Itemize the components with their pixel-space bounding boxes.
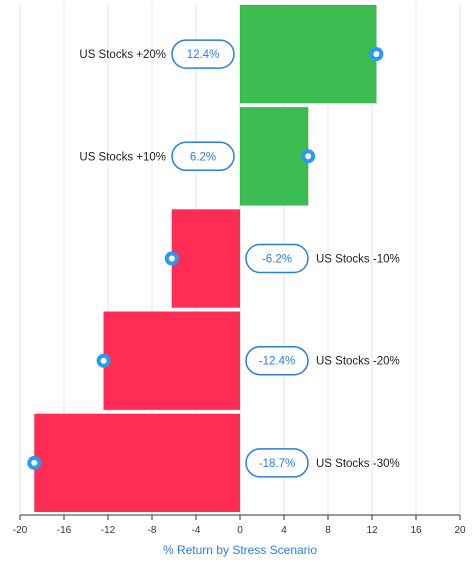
x-axis: -20 -16 -12 -8 -4 0 4 8 12 16 20: [13, 514, 466, 536]
x-tick-label: 20: [454, 525, 466, 536]
bar: [171, 208, 241, 309]
x-tick-label: 8: [325, 525, 331, 536]
value-label: -6.2%: [262, 254, 292, 266]
label-layer: 12.4% US Stocks +20% 6.2% US Stocks +10% -6.…: [79, 39, 400, 478]
x-tick-label: 16: [410, 525, 422, 536]
bar: [103, 311, 241, 411]
x-tick-label: -4: [192, 525, 201, 536]
x-axis-title: % Return by Stress Scenario: [163, 543, 317, 557]
value-label-pill: [245, 243, 309, 274]
value-label-pill: [171, 141, 235, 172]
bar: [33, 413, 241, 513]
marker-layer: [27, 47, 384, 470]
value-marker: [27, 455, 42, 470]
category-label: US Stocks +20%: [79, 49, 166, 61]
x-tick-label: -8: [148, 525, 157, 536]
value-label: -12.4%: [259, 356, 295, 368]
category-label: US Stocks -20%: [316, 356, 400, 368]
value-marker: [96, 353, 111, 368]
value-label-pill: [171, 39, 235, 69]
value-label: 12.4%: [187, 49, 220, 61]
value-marker: [301, 149, 316, 164]
x-tick-label: -20: [13, 525, 28, 536]
x-tick-label: -16: [57, 525, 72, 536]
category-label: US Stocks -10%: [316, 254, 400, 266]
bar: [239, 106, 309, 206]
x-tick-label: 12: [366, 525, 378, 536]
x-tick-label: 0: [237, 525, 243, 536]
x-tick-label: 4: [281, 525, 287, 536]
value-label: -18.7%: [259, 458, 295, 470]
value-label: 6.2%: [190, 151, 216, 163]
category-label: US Stocks +10%: [79, 151, 166, 163]
x-tick-label: -12: [101, 525, 116, 536]
bar: [239, 4, 377, 104]
category-label: US Stocks -30%: [316, 458, 400, 470]
value-label-pill: [245, 345, 309, 376]
value-label-pill: [245, 448, 309, 478]
value-marker: [369, 47, 384, 62]
value-marker: [164, 251, 179, 266]
